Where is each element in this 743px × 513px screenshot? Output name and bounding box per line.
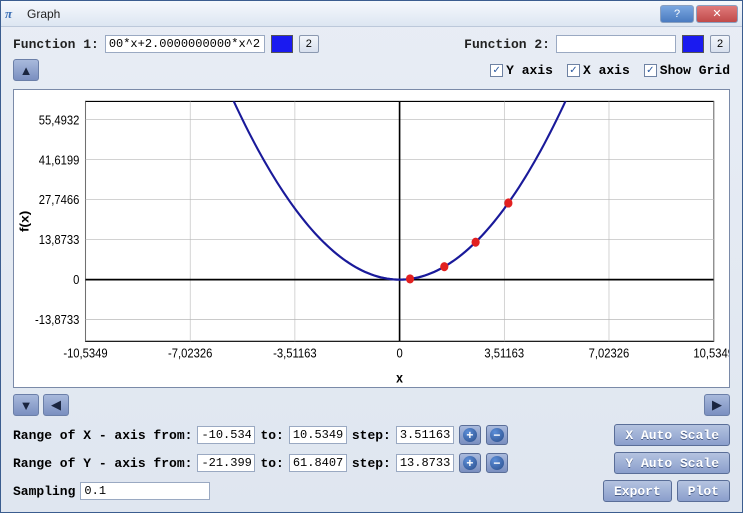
window-buttons: ? ✕ [658,5,738,23]
y-step-label: step: [352,456,391,471]
graph-area: -10,5349 -7,02326 -3,51163 0 3,51163 7,02326 1… [13,89,730,388]
function2-degree-button[interactable]: 2 [710,35,730,53]
svg-text:-13,8733: -13,8733 [35,313,80,328]
svg-text:f(x): f(x) [17,211,31,232]
nav-down-button[interactable]: ▼ [13,394,39,416]
sampling-row: Sampling Export Plot [13,480,730,502]
svg-text:13,8733: 13,8733 [39,233,80,248]
x-from-input[interactable] [197,426,255,444]
nav-left-button[interactable]: ◀ [43,394,69,416]
functions-row: Function 1: 2 Function 2: 2 [13,35,730,53]
graph-canvas[interactable]: -10,5349 -7,02326 -3,51163 0 3,51163 7,02326 1… [13,89,730,388]
y-step-input[interactable] [396,454,454,472]
titlebar: π Graph ? ✕ [1,1,742,27]
y-to-input[interactable] [289,454,347,472]
close-button[interactable]: ✕ [696,5,738,23]
svg-text:55,4932: 55,4932 [39,113,80,128]
y-to-label: to: [260,456,283,471]
plot-button[interactable]: Plot [677,480,730,502]
x-range-row: Range of X - axis from: to: step: + − X … [13,424,730,446]
x-step-input[interactable] [396,426,454,444]
x-autoscale-button[interactable]: X Auto Scale [614,424,730,446]
x-to-input[interactable] [289,426,347,444]
svg-text:-10,5349: -10,5349 [63,346,108,361]
y-minus-button[interactable]: − [486,453,508,473]
xaxis-checkbox-label: X axis [583,63,630,78]
grid-checkbox-label: Show Grid [660,63,730,78]
x-minus-button[interactable]: − [486,425,508,445]
plot-svg: -10,5349 -7,02326 -3,51163 0 3,51163 7,02326 1… [14,90,729,387]
export-button[interactable]: Export [603,480,672,502]
range-controls: Range of X - axis from: to: step: + − X … [13,424,730,502]
content-area: Function 1: 2 Function 2: 2 ▲ ✓ Y axis ✓… [1,27,742,512]
check-icon: ✓ [490,64,503,77]
svg-text:0: 0 [73,273,80,288]
function1-label: Function 1: [13,37,99,52]
svg-text:-7,02326: -7,02326 [168,346,213,361]
yaxis-checkbox[interactable]: ✓ Y axis [490,63,553,78]
xaxis-checkbox[interactable]: ✓ X axis [567,63,630,78]
check-icon: ✓ [567,64,580,77]
check-icon: ✓ [644,64,657,77]
y-from-input[interactable] [197,454,255,472]
function1-input[interactable] [105,35,265,53]
help-button[interactable]: ? [660,5,694,23]
nav-right-button[interactable]: ▶ [704,394,730,416]
sampling-input[interactable] [80,482,210,500]
y-autoscale-button[interactable]: Y Auto Scale [614,452,730,474]
nav-up-button[interactable]: ▲ [13,59,39,81]
function2-input[interactable] [556,35,676,53]
window-title: Graph [27,7,658,21]
x-plus-button[interactable]: + [459,425,481,445]
svg-text:27,7466: 27,7466 [39,193,80,208]
app-icon: π [5,6,21,22]
grid-checkbox[interactable]: ✓ Show Grid [644,63,730,78]
svg-text:0: 0 [396,346,403,361]
top-nav-row: ▲ ✓ Y axis ✓ X axis ✓ Show Grid [13,59,730,81]
function2-color[interactable] [682,35,704,53]
svg-text:7,02326: 7,02326 [589,346,630,361]
svg-text:10,5349: 10,5349 [693,346,729,361]
x-step-label: step: [352,428,391,443]
checkbox-row: ✓ Y axis ✓ X axis ✓ Show Grid [490,63,730,78]
function2-label: Function 2: [464,37,550,52]
svg-text:41,6199: 41,6199 [39,153,80,168]
yaxis-checkbox-label: Y axis [506,63,553,78]
function1-color[interactable] [271,35,293,53]
x-range-label: Range of X - axis from: [13,428,192,443]
sampling-label: Sampling [13,484,75,499]
bottom-nav-row: ▼ ◀ ▶ [13,394,730,416]
graph-window: π Graph ? ✕ Function 1: 2 Function 2: 2 … [0,0,743,513]
y-range-label: Range of Y - axis from: [13,456,192,471]
y-plus-button[interactable]: + [459,453,481,473]
y-range-row: Range of Y - axis from: to: step: + − Y … [13,452,730,474]
svg-text:x: x [396,370,404,386]
function1-degree-button[interactable]: 2 [299,35,319,53]
svg-text:-3,51163: -3,51163 [273,346,317,361]
x-to-label: to: [260,428,283,443]
svg-text:3,51163: 3,51163 [484,346,524,361]
